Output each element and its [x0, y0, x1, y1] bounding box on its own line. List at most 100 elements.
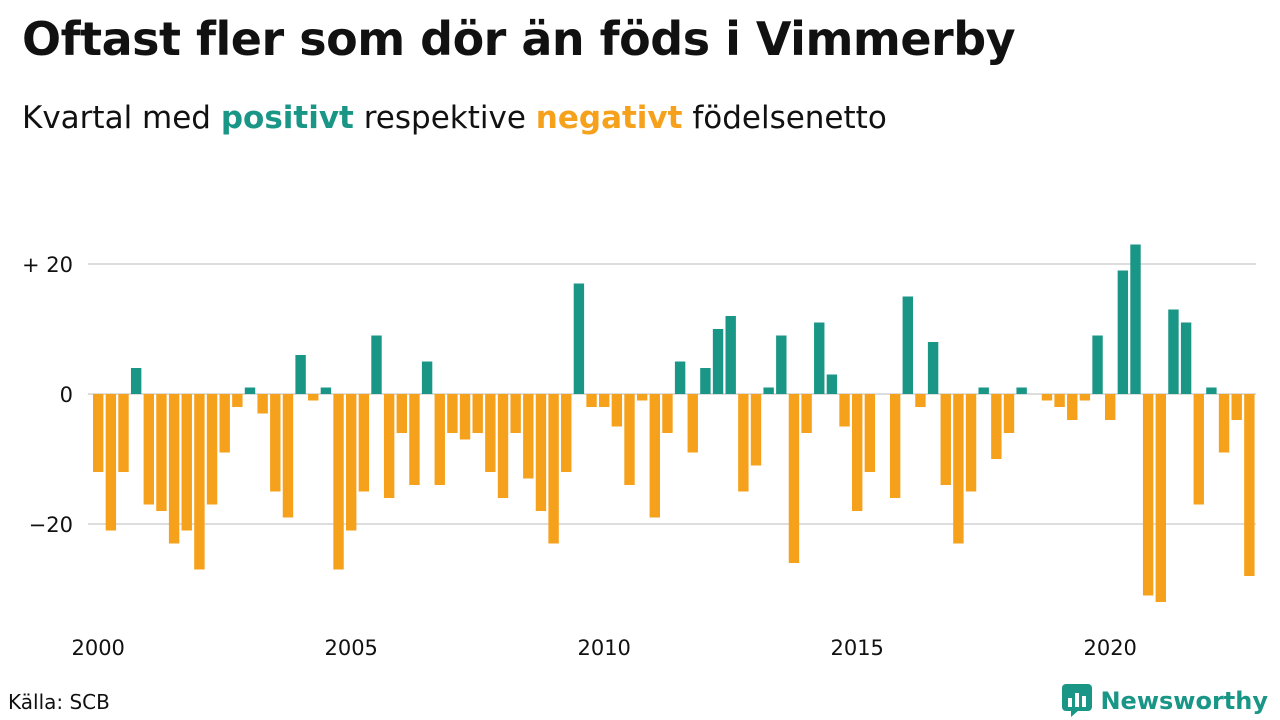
bar — [497, 394, 509, 498]
bar — [143, 394, 154, 505]
bar — [978, 387, 989, 394]
bar — [763, 387, 774, 394]
source-note: Källa: SCB — [8, 690, 110, 714]
bar — [561, 394, 572, 472]
bar — [801, 394, 812, 433]
bar — [889, 394, 901, 498]
bar — [1041, 394, 1053, 401]
bar — [206, 394, 218, 505]
y-tick-label: + 20 — [22, 253, 73, 277]
bar — [1206, 387, 1217, 394]
bar — [1054, 394, 1065, 407]
bar — [725, 316, 736, 394]
bar — [1231, 394, 1242, 420]
bar — [383, 394, 395, 498]
bar — [839, 394, 850, 427]
bar-chart-speech-bubble-icon — [1062, 684, 1093, 717]
x-axis-labels: 2000 2005 2010 2015 2020 — [71, 636, 1136, 660]
bar — [244, 387, 256, 394]
bar — [1003, 394, 1015, 433]
bar — [662, 394, 673, 433]
x-tick-label: 2015 — [830, 636, 883, 660]
bar-chart: + 20 0 −20 2000 2005 2010 2015 2020 — [22, 244, 1256, 660]
bar — [738, 394, 749, 492]
bar — [1130, 244, 1141, 394]
bar — [510, 394, 521, 433]
bar — [1067, 394, 1078, 420]
bar — [421, 361, 433, 394]
brand-logo: Newsworthy — [1062, 684, 1268, 718]
bar — [687, 394, 698, 453]
bar — [953, 394, 964, 544]
x-tick-label: 2000 — [71, 636, 124, 660]
bar — [624, 394, 635, 485]
bar — [447, 394, 458, 433]
bar — [788, 394, 800, 563]
bar — [346, 394, 357, 531]
bar — [649, 394, 660, 518]
x-tick-label: 2005 — [324, 636, 377, 660]
bar — [434, 394, 445, 485]
bar — [1244, 394, 1255, 576]
bar — [611, 394, 623, 427]
bar — [194, 394, 205, 570]
bar — [915, 394, 926, 407]
bar — [1105, 394, 1116, 420]
bar — [459, 394, 471, 440]
bar — [852, 394, 863, 511]
bar — [308, 394, 319, 401]
bar — [586, 394, 597, 407]
bar — [535, 394, 547, 511]
bar — [472, 394, 483, 433]
brand-name: Newsworthy — [1100, 687, 1268, 715]
bar — [991, 394, 1002, 459]
bar — [371, 335, 382, 394]
bar — [826, 374, 838, 394]
bar — [700, 368, 711, 394]
bar — [1142, 394, 1154, 596]
bar — [130, 368, 142, 394]
subtitle-suffix: födelsenetto — [682, 100, 887, 136]
bar — [358, 394, 370, 492]
chart-subtitle: Kvartal med positivt respektive negativt… — [22, 100, 887, 136]
bar — [257, 394, 268, 414]
bar — [674, 361, 686, 394]
subtitle-positive-word: positivt — [220, 100, 354, 136]
bar — [156, 394, 167, 511]
bar — [902, 296, 913, 394]
y-axis-labels: + 20 0 −20 — [22, 253, 73, 537]
y-tick-label: −20 — [29, 513, 73, 537]
bar — [295, 355, 306, 394]
bar — [282, 394, 294, 518]
bar — [219, 394, 230, 453]
bar — [333, 394, 344, 570]
bar — [93, 394, 104, 472]
bar — [548, 394, 559, 544]
bar — [396, 394, 407, 433]
bar — [636, 394, 648, 401]
bar — [814, 322, 825, 394]
bar — [599, 394, 610, 407]
bar — [270, 394, 281, 492]
bar — [1155, 394, 1166, 602]
bar — [864, 394, 876, 472]
bar — [1218, 394, 1230, 453]
x-tick-label: 2010 — [577, 636, 630, 660]
bars — [93, 244, 1255, 602]
bar — [1168, 309, 1179, 394]
bar — [1079, 394, 1091, 401]
bar — [940, 394, 951, 485]
bar — [105, 394, 117, 531]
subtitle-negative-word: negativt — [535, 100, 683, 136]
bar — [1092, 335, 1103, 394]
bar — [965, 394, 977, 492]
bar — [750, 394, 762, 466]
bar — [409, 394, 420, 485]
bar — [485, 394, 496, 472]
bar — [1016, 387, 1027, 394]
subtitle-prefix: Kvartal med — [22, 100, 221, 136]
bar — [523, 394, 534, 479]
bar — [168, 394, 180, 544]
bar — [776, 335, 787, 394]
bar — [1180, 322, 1192, 394]
